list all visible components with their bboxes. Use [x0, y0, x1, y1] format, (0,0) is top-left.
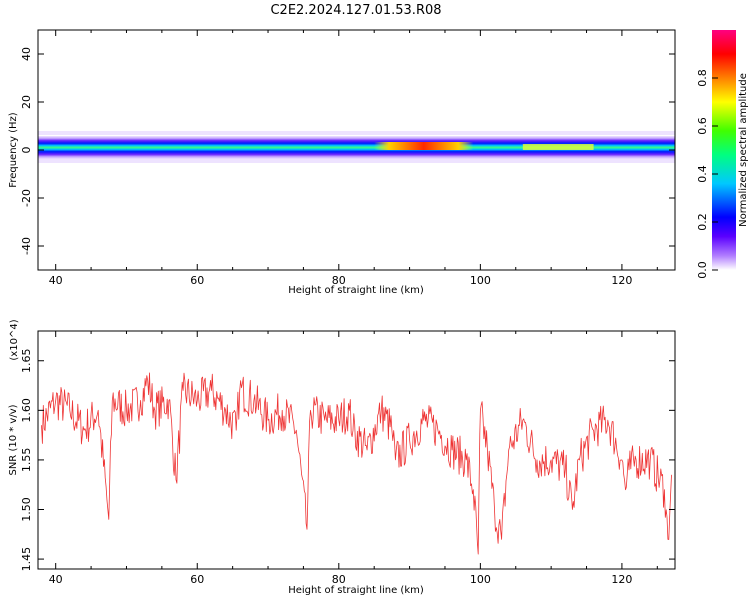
y-tick-label: 0 [20, 147, 33, 154]
y-tick-label: 1.45 [20, 547, 33, 572]
spectrogram-y-ticks: 40 20 0 -20 -40 [20, 47, 675, 255]
x-tick-label: 120 [611, 274, 632, 287]
spectrogram-x-axis-title: Height of straight line (km) [288, 285, 424, 296]
colorbar-tick-label: 0.2 [696, 213, 709, 231]
y-tick-label: 1.65 [20, 349, 33, 374]
spectral-band-glow [38, 131, 675, 135]
colorbar-ticks: 0.0 0.2 0.4 0.6 0.8 [696, 69, 718, 279]
spectral-band [38, 136, 675, 159]
colorbar-gradient [712, 30, 736, 270]
spectrogram-y-axis-title: Frequency (Hz) [8, 112, 19, 188]
colorbar-tick-label: 0.8 [696, 69, 709, 87]
y-tick-label: -20 [20, 189, 33, 207]
x-tick-label: 60 [190, 274, 204, 287]
x-tick-label: 100 [470, 274, 491, 287]
spectrogram-panel: 40 60 80 100 120 40 20 0 -20 -40 Height of strai… [8, 29, 676, 296]
y-tick-label: 1.50 [20, 497, 33, 522]
x-tick-label: 40 [49, 573, 63, 586]
snr-series-line [41, 372, 672, 555]
spectral-secondary-peak [522, 144, 594, 150]
colorbar-tick-label: 0.0 [696, 261, 709, 279]
y-tick-label: 20 [20, 95, 33, 109]
snr-x-axis-title: Height of straight line (km) [288, 585, 424, 596]
snr-frame [37, 330, 676, 570]
colorbar-tick-label: 0.6 [696, 117, 709, 135]
y-tick-label: 1.55 [20, 448, 33, 473]
x-tick-label: 80 [332, 573, 346, 586]
colorbar: 0.0 0.2 0.4 0.6 0.8 Normalized spectral ampl… [696, 30, 749, 279]
x-tick-label: 120 [611, 573, 632, 586]
snr-y-ticks: 1.65 1.60 1.55 1.50 1.45 [20, 349, 675, 572]
x-tick-label: 40 [49, 274, 63, 287]
x-tick-label: 100 [470, 573, 491, 586]
snr-y-scale-label: (x10^4) [9, 319, 20, 360]
y-tick-label: 1.60 [20, 398, 33, 423]
x-tick-label: 80 [332, 274, 346, 287]
colorbar-tick-label: 0.4 [696, 165, 709, 183]
snr-x-ticks: 40 60 80 100 120 [49, 331, 658, 586]
snr-panel: 40 60 80 100 120 1.65 1.60 1.55 1.50 1.45 Height… [8, 319, 676, 596]
spectrogram-x-ticks: 40 60 80 100 120 [49, 30, 658, 287]
spectral-peak [374, 142, 474, 150]
colorbar-label: Normalized spectral amplitude [738, 73, 749, 227]
y-tick-label: 40 [20, 47, 33, 61]
snr-y-axis-title: SNR (10 * v/v) [8, 404, 19, 475]
y-tick-label: -40 [20, 237, 33, 255]
figure-title: C2E2.2024.127.01.53.R08 [270, 3, 441, 18]
spectral-band-glow-lower [38, 159, 675, 163]
x-tick-label: 60 [190, 573, 204, 586]
